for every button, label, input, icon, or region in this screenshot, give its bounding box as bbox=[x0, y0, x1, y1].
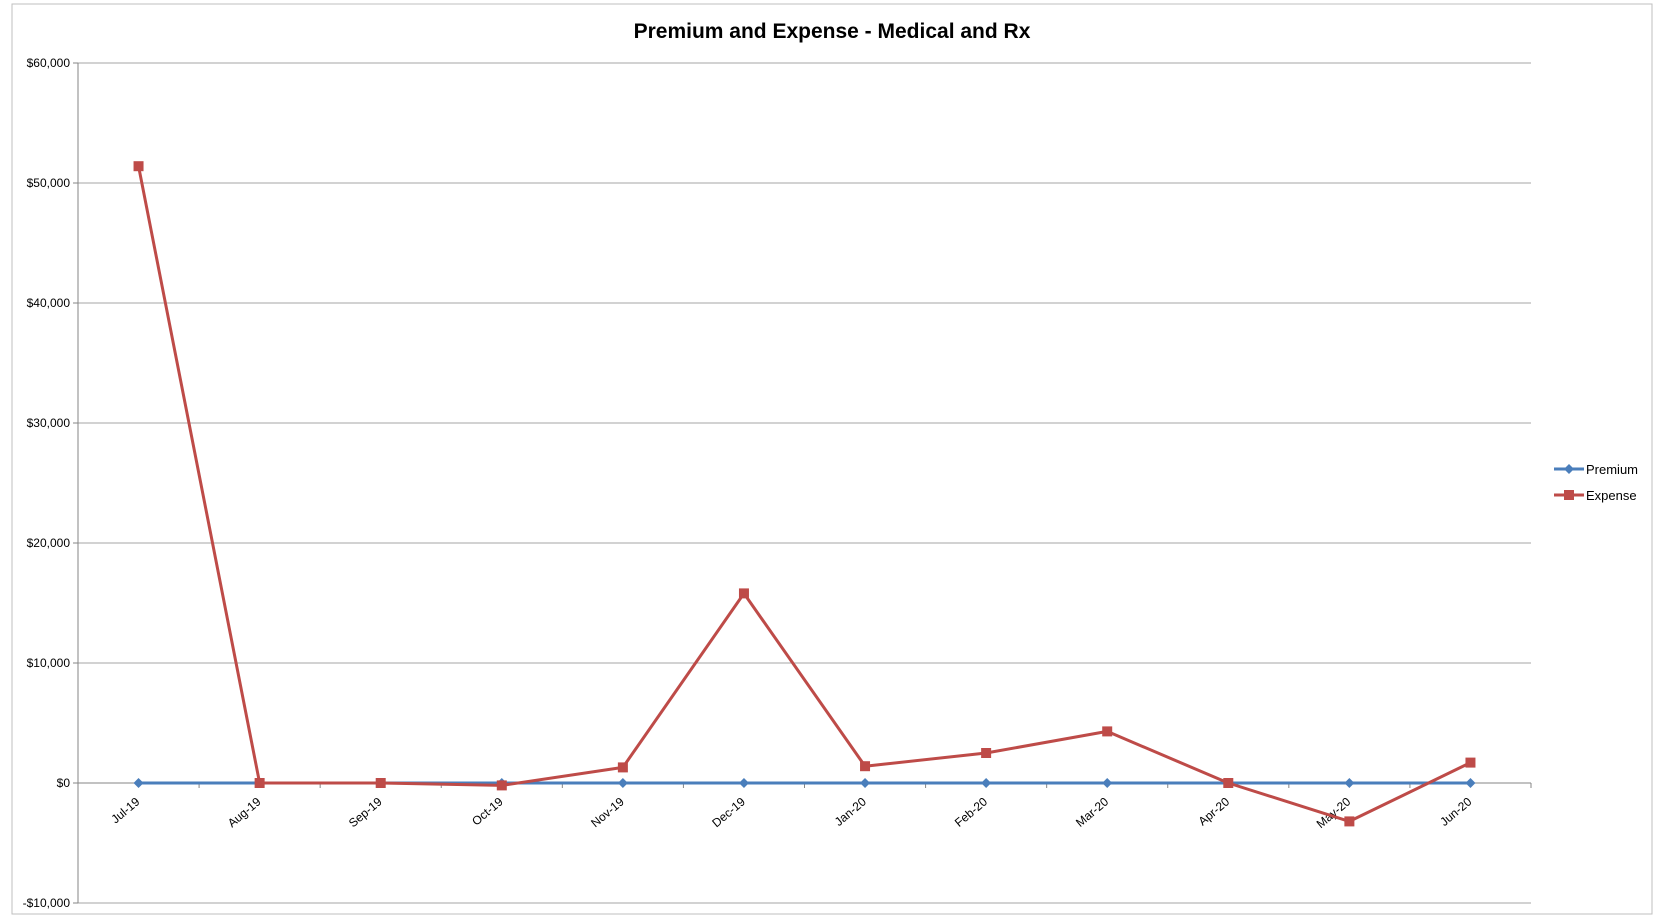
legend-expense-marker bbox=[1564, 490, 1574, 500]
expense-data-point bbox=[738, 588, 749, 599]
y-tick-label: -$10,000 bbox=[23, 896, 71, 910]
premium-data-point bbox=[133, 778, 144, 788]
expense-series-line bbox=[137, 165, 1472, 823]
legend-premium-label: Premium bbox=[1586, 462, 1638, 477]
premium-data-point bbox=[617, 778, 628, 788]
y-tick-label: $50,000 bbox=[27, 176, 71, 190]
y-tick-label: $30,000 bbox=[27, 416, 71, 430]
expense-data-point bbox=[254, 778, 265, 788]
premium-data-point bbox=[1102, 778, 1113, 788]
legend-expense-label: Expense bbox=[1586, 488, 1637, 503]
expense-data-point bbox=[1465, 757, 1476, 768]
chart-title: Premium and Expense - Medical and Rx bbox=[634, 20, 1031, 43]
chart-border bbox=[11, 3, 1653, 915]
expense-data-point bbox=[1102, 726, 1113, 737]
y-tick-label: $40,000 bbox=[27, 296, 71, 310]
expense-data-point bbox=[1344, 816, 1355, 827]
expense-data-point bbox=[1223, 778, 1234, 788]
legend-premium-marker bbox=[1564, 464, 1574, 474]
y-tick-label: $10,000 bbox=[27, 656, 71, 670]
y-tick-label: $20,000 bbox=[27, 536, 71, 550]
expense-data-point bbox=[133, 161, 144, 172]
y-axis-tick-labels: $60,000 $50,000 $40,000 $30,000 $20,000 $10,0… bbox=[23, 56, 71, 910]
premium-data-point bbox=[981, 778, 992, 788]
premium-data-point bbox=[860, 778, 871, 788]
y-tick-label: $0 bbox=[57, 776, 71, 790]
premium-data-point bbox=[738, 778, 749, 788]
series bbox=[133, 161, 1476, 827]
expense-data-point bbox=[496, 780, 507, 791]
expense-data-point bbox=[375, 778, 386, 788]
expense-data-point bbox=[617, 762, 628, 773]
premium-data-point bbox=[1465, 778, 1476, 788]
y-tick-label: $60,000 bbox=[27, 56, 71, 70]
expense-data-point bbox=[860, 761, 871, 772]
legend: Premium Expense bbox=[1554, 462, 1638, 503]
expense-data-point bbox=[981, 748, 992, 758]
premium-data-point bbox=[1344, 778, 1355, 788]
